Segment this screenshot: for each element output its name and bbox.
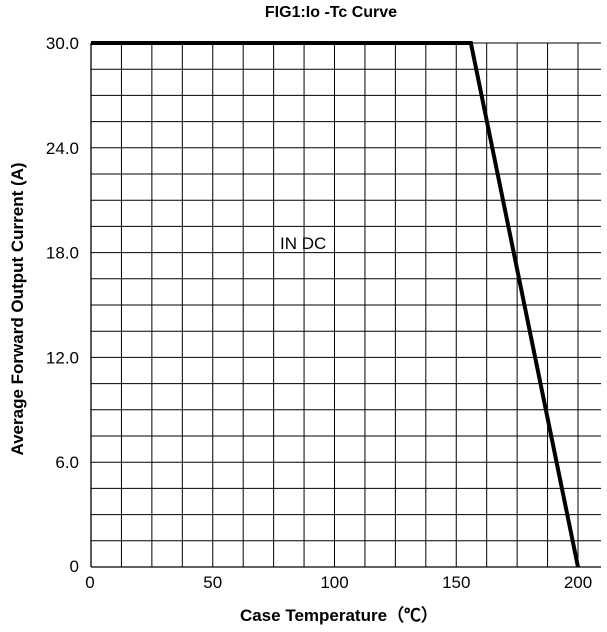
y-tick-label-30.0: 30.0	[46, 34, 79, 53]
y-tick-label-24.0: 24.0	[46, 139, 79, 158]
plot-layer	[90, 41, 601, 568]
x-tick-label-0: 0	[85, 573, 94, 592]
chart-title: FIG1:Io -Tc Curve	[265, 4, 397, 21]
x-tick-layer: 0 50 100 150 200	[85, 573, 592, 592]
x-tick-label-200: 200	[564, 573, 592, 592]
y-tick-label-12.0: 12.0	[46, 348, 79, 367]
y-tick-label-18.0: 18.0	[46, 244, 79, 263]
x-tick-label-100: 100	[320, 573, 348, 592]
x-tick-label-50: 50	[203, 573, 222, 592]
y-tick-layer: 0 6.0 12.0 18.0 24.0 30.0	[46, 34, 79, 576]
annotation-in-dc: IN DC	[280, 234, 326, 253]
io-tc-derating-line	[91, 41, 580, 568]
x-tick-label-150: 150	[442, 573, 470, 592]
x-axis-label: Case Temperature（℃）	[240, 605, 438, 625]
y-tick-label-0: 0	[70, 557, 79, 576]
y-tick-label-6.0: 6.0	[55, 453, 79, 472]
y-axis-label: Average Forward Output Current (A)	[8, 162, 27, 455]
